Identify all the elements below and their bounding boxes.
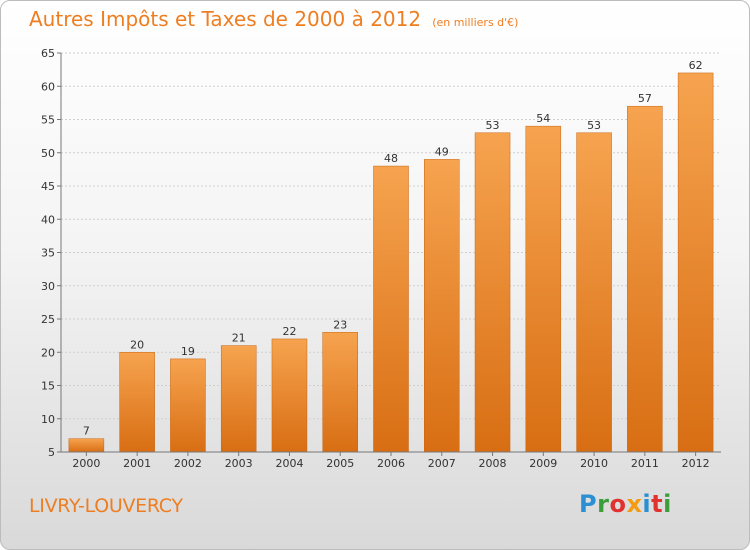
chart-title-unit: (en milliers d'€): [432, 16, 519, 29]
bar-2001: [119, 352, 155, 453]
y-tick-label: 30: [41, 280, 55, 293]
bar-2012: [677, 72, 714, 453]
logo-letter: x: [626, 490, 643, 518]
y-tick-label: 45: [41, 180, 55, 193]
bar-value-label: 53: [587, 119, 601, 132]
bar-2010: [576, 132, 612, 453]
bar-2004: [271, 338, 308, 453]
x-tick-label: 2000: [72, 457, 100, 470]
y-tick-label: 40: [41, 213, 55, 226]
bar-value-label: 7: [83, 425, 90, 438]
x-tick-label: 2012: [682, 457, 710, 470]
bar-value-label: 19: [181, 345, 195, 358]
x-tick-label: 2007: [428, 457, 456, 470]
logo-letter: t: [651, 490, 664, 518]
proxiti-logo: Proxiti: [579, 490, 672, 518]
bar-value-label: 53: [486, 119, 500, 132]
x-tick-label: 2003: [225, 457, 253, 470]
x-tick-label: 2002: [174, 457, 202, 470]
commune-name: LIVRY-LOUVERCY: [29, 495, 183, 517]
bars: 7 20 19 21 22 23 48 49 53 54 53 57 62: [68, 59, 714, 453]
x-tick-label: 2011: [631, 457, 659, 470]
y-tick-label: 15: [41, 380, 55, 393]
bar-2000: [68, 438, 105, 453]
bar-2006: [373, 165, 409, 453]
logo-letter: o: [609, 490, 627, 518]
x-tick-label: 2009: [529, 457, 557, 470]
y-tick-label: 25: [41, 313, 55, 326]
y-tick-label: 60: [41, 80, 55, 93]
y-tick-label: 5: [48, 446, 55, 459]
bar-2009: [525, 125, 562, 453]
bar-value-label: 22: [282, 325, 296, 338]
bar-value-label: 23: [333, 318, 347, 331]
logo-letter: i: [663, 490, 672, 518]
chart-title: Autres Impôts et Taxes de 2000 à 2012 (e…: [29, 7, 518, 31]
y-tick-label: 65: [41, 47, 55, 60]
logo-letter: i: [642, 490, 652, 518]
bar-2011: [627, 105, 663, 453]
bar-2005: [322, 332, 358, 453]
x-tick-label: 2004: [275, 457, 303, 470]
bar-value-label: 49: [435, 145, 449, 158]
y-tick-label: 55: [41, 114, 55, 127]
y-tick-label: 10: [41, 413, 55, 426]
bar-value-label: 48: [384, 152, 398, 165]
logo-letter: P: [579, 490, 598, 518]
bar-value-label: 54: [536, 112, 550, 125]
y-axis: 5 10 15 20 25 30 35 40 45 50 55 60 65: [41, 47, 62, 459]
bar-value-label: 62: [689, 59, 703, 72]
y-tick-label: 20: [41, 346, 55, 359]
bar-value-label: 21: [232, 332, 246, 345]
x-tick-label: 2005: [326, 457, 354, 470]
x-tick-label: 2006: [377, 457, 405, 470]
y-tick-label: 35: [41, 247, 55, 260]
x-axis: 2000 2001 2002 2003 2004 2005 2006 2007 2008 2009…: [61, 451, 721, 470]
bar-value-label: 20: [130, 338, 144, 351]
bar-2007: [424, 159, 460, 453]
y-tick-label: 50: [41, 147, 55, 160]
bar-2008: [474, 132, 511, 453]
bar-2003: [220, 345, 257, 453]
logo-letter: r: [597, 490, 610, 518]
bar-value-label: 57: [638, 92, 652, 105]
bar-2002: [170, 358, 206, 453]
x-tick-label: 2010: [580, 457, 608, 470]
x-tick-label: 2001: [123, 457, 151, 470]
x-tick-label: 2008: [479, 457, 507, 470]
chart-title-main: Autres Impôts et Taxes de 2000 à 2012: [29, 7, 422, 31]
